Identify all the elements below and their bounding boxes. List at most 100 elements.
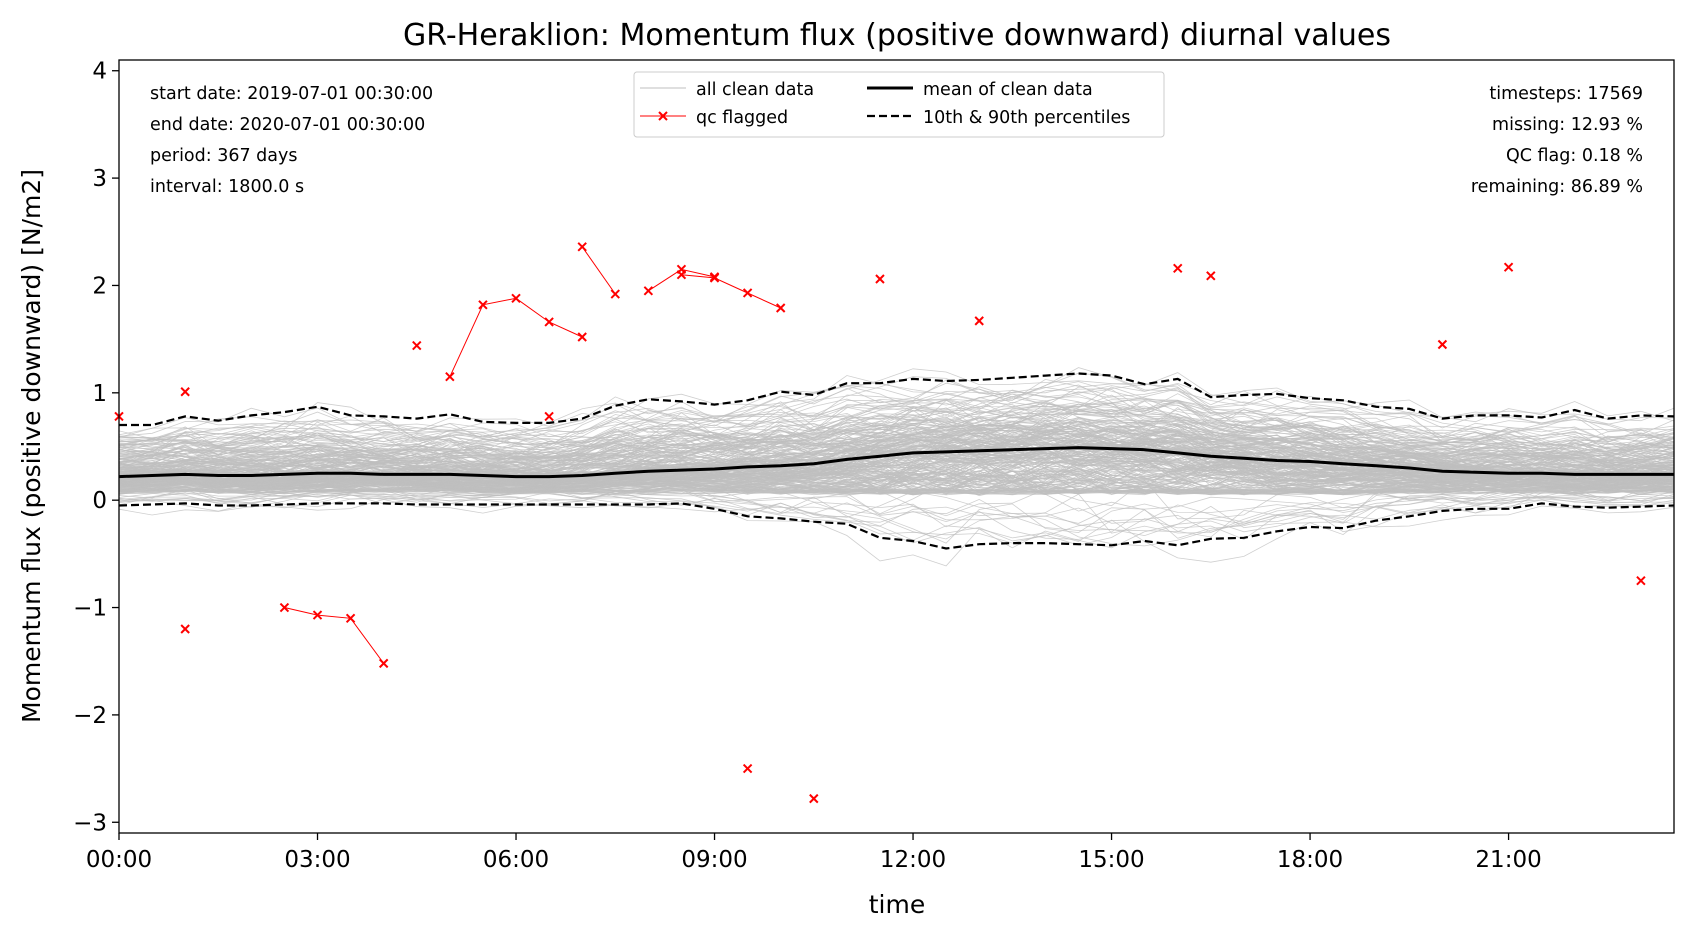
y-tick-label: 0: [92, 488, 107, 514]
clean-data-line: [118, 400, 1675, 460]
clean-data-line: [118, 391, 1675, 454]
y-axis-label: Momentum flux (positive downward) [N/m2]: [17, 169, 46, 723]
clean-data-line: [118, 440, 1675, 486]
qc-flagged-marker: [974, 316, 984, 326]
clean-data-line: [118, 423, 1675, 476]
clean-data-line: [118, 393, 1675, 449]
qc-flagged-marker: [180, 387, 190, 397]
x-tick-label: 12:00: [880, 847, 946, 873]
qc-flagged-marker: [478, 300, 488, 310]
clean-data-line: [118, 493, 1675, 540]
x-axis-ticks: 00:00 03:00 06:00 09:00 12:00 15:00 18:00 21:00: [86, 833, 1542, 873]
qc-flagged-marker: [1173, 263, 1183, 273]
qc-flagged-marker: [875, 274, 885, 284]
clean-data-line: [118, 480, 1675, 495]
mean-line: [118, 446, 1674, 479]
clean-data-line: [118, 450, 1675, 495]
clean-data-line: [118, 394, 1675, 445]
clean-data-line: [118, 466, 1675, 495]
qc-flagged-marker: [610, 289, 620, 299]
clean-data-line: [118, 468, 1675, 496]
legend-label-mean: mean of clean data: [923, 80, 1093, 100]
info-box-right: timesteps: 17569 missing: 12.93 % QC flag:…: [1471, 84, 1643, 197]
clean-data-line: [118, 489, 1675, 567]
x-tick-label: 03:00: [284, 847, 350, 873]
info-right-line: missing: 12.93 %: [1492, 115, 1643, 135]
mean-line-group: [118, 446, 1674, 479]
qc-flagged-line: [681, 274, 781, 309]
legend-label-clean: all clean data: [696, 80, 814, 100]
percentile-lines: [118, 372, 1675, 550]
clean-data-line: [118, 463, 1675, 495]
clean-data-line: [118, 368, 1675, 437]
clean-data-line: [118, 499, 1675, 563]
info-right-line: QC flag: 0.18 %: [1506, 146, 1643, 166]
qc-flagged-marker: [643, 286, 654, 296]
y-tick-label: −2: [73, 703, 107, 729]
qc-flagged-line: [581, 246, 616, 295]
qc-flagged-marker: [577, 332, 587, 342]
clean-data-line: [118, 367, 1675, 438]
qc-flagged-marker: [1503, 262, 1514, 272]
qc-flagged-marker: [1636, 575, 1646, 586]
qc-flagged-marker: [445, 372, 455, 382]
x-axis-label: time: [869, 890, 925, 919]
qc-flagged-line: [449, 297, 583, 377]
x-tick-label: 06:00: [483, 847, 549, 873]
qc-flagged-marker: [709, 273, 720, 283]
qc-flagged-marker: [412, 340, 422, 351]
chart-title: GR-Heraklion: Momentum flux (positive do…: [403, 18, 1391, 53]
qc-flagged-line: [284, 607, 385, 664]
x-tick-label: 00:00: [86, 847, 152, 873]
clean-data-line: [118, 388, 1675, 451]
clean-data-line: [118, 425, 1675, 474]
qc-flagged-line: [648, 268, 715, 292]
clean-data-line: [118, 378, 1675, 439]
clean-data-line: [118, 375, 1675, 447]
clean-data-line: [118, 384, 1675, 449]
info-left-line: period: 367 days: [150, 146, 297, 166]
clean-data-line: [118, 491, 1675, 533]
qc-flagged-marker: [279, 602, 290, 613]
y-tick-label: 3: [92, 166, 107, 192]
x-tick-label: 21:00: [1475, 847, 1541, 873]
qc-flagged-marker: [345, 613, 356, 623]
clean-data-line: [118, 432, 1675, 483]
y-tick-label: 4: [92, 59, 107, 85]
info-box-left: start date: 2019-07-01 00:30:00 end date:…: [150, 84, 433, 197]
clean-data-line: [118, 428, 1675, 471]
legend-frame: [633, 71, 1165, 138]
clean-data-line: [119, 393, 1675, 455]
clean-data-line: [118, 388, 1675, 457]
y-tick-label: −1: [73, 596, 107, 622]
info-left-line: end date: 2020-07-01 00:30:00: [150, 115, 425, 135]
info-right-line: remaining: 86.89 %: [1471, 177, 1643, 197]
clean-data-line: [118, 397, 1675, 458]
plot-frame: [118, 59, 1675, 834]
y-tick-label: 2: [92, 273, 107, 299]
percentile-10-line: [118, 502, 1675, 550]
clean-data-line: [118, 488, 1675, 544]
clean-data-line: [118, 399, 1675, 458]
qc-flagged-group: [114, 242, 1646, 804]
qc-flagged-marker: [1206, 271, 1216, 281]
qc-flagged-marker: [577, 242, 587, 252]
clean-data-line: [118, 488, 1675, 528]
clean-data-line: [118, 469, 1675, 495]
clean-data-line: [118, 399, 1675, 456]
legend-swatch-qc-marker: [658, 111, 668, 121]
qc-flagged-marker: [511, 293, 521, 304]
clean-data-lines: [118, 367, 1675, 567]
info-right-line: timesteps: 17569: [1489, 84, 1643, 104]
qc-flagged-marker: [312, 610, 323, 620]
info-left-line: start date: 2019-07-01 00:30:00: [150, 84, 433, 104]
qc-flagged-marker: [809, 793, 819, 804]
clean-data-line: [118, 462, 1675, 493]
x-tick-label: 18:00: [1277, 847, 1343, 873]
qc-flagged-marker: [742, 763, 753, 774]
info-left-line: interval: 1800.0 s: [150, 177, 304, 197]
percentile-90-line: [119, 372, 1675, 427]
legend-label-percentiles: 10th & 90th percentiles: [923, 108, 1130, 128]
qc-flagged-marker: [544, 317, 554, 327]
